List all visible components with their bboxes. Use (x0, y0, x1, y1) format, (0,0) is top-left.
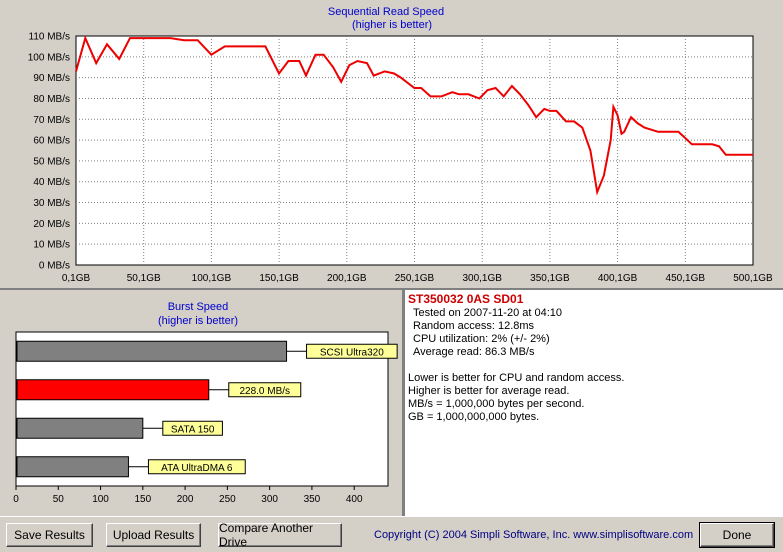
bar-label: ATA UltraDMA 6 (161, 463, 233, 474)
burst-chart-subtitle: (higher is better) (158, 315, 238, 327)
tested-date: Tested on 2007-11-20 at 04:10 (413, 307, 563, 319)
burst-x-tick-label: 400 (346, 494, 363, 505)
y-tick-label: 70 MB/s (33, 115, 70, 126)
bar-label-box (162, 420, 223, 436)
cpu-utilization: CPU utilization: 2% (+/- 2%) (413, 333, 550, 345)
burst-chart-title: Burst Speed (168, 301, 229, 313)
y-tick-label: 40 MB/s (33, 177, 70, 188)
burst-speed-chart: Burst Speed (higher is better) SCSI Ultr… (13, 301, 398, 505)
compare-another-drive-button[interactable]: Compare Another Drive (218, 521, 342, 549)
x-tick-label: 250,1GB (395, 273, 435, 284)
y-tick-label: 90 MB/s (33, 73, 70, 84)
bar-label: 228.0 MB/s (239, 386, 290, 397)
seq-series (75, 35, 753, 196)
seq-chart-title: Sequential Read Speed (328, 6, 444, 18)
burst-x-axis: 0 50 100 150 200 250 300 350 400 (13, 486, 363, 505)
burst-bar (16, 379, 210, 401)
seq-grid (76, 36, 753, 265)
seq-y-axis: 0 MB/s 10 MB/s 20 MB/s 30 MB/s 40 MB/s 50 MB/… (28, 32, 70, 272)
y-tick-label: 20 MB/s (33, 219, 70, 230)
average-read: Average read: 86.3 MB/s (413, 346, 535, 358)
note-line: GB = 1,000,000,000 bytes. (408, 411, 540, 423)
x-tick-label: 100,1GB (192, 273, 232, 284)
upload-results-button[interactable]: Upload Results (106, 523, 201, 547)
random-access: Random access: 12.8ms (413, 320, 535, 332)
seq-x-axis: 0,1GB 50,1GB 100,1GB 150,1GB 200,1GB 250,1GB 3… (62, 273, 773, 284)
info-panel: ST350032 0AS SD01 Tested on 2007-11-20 a… (404, 290, 783, 516)
burst-x-tick-label: 300 (261, 494, 278, 505)
seq-read-line (75, 35, 753, 196)
bar-label: SATA 150 (171, 424, 215, 435)
copyright-text: Copyright (C) 2004 Simpli Software, Inc.… (374, 529, 694, 541)
burst-x-tick-label: 200 (177, 494, 194, 505)
x-tick-label: 50,1GB (127, 273, 161, 284)
sequential-read-panel: Sequential Read Speed (higher is better)… (0, 6, 783, 290)
note-line: MB/s = 1,000,000 bytes per second. (408, 398, 585, 410)
y-tick-label: 110 MB/s (29, 32, 71, 43)
sequential-read-chart: Sequential Read Speed (higher is better)… (28, 6, 773, 284)
burst-x-tick-label: 100 (92, 494, 109, 505)
seq-chart-subtitle: (higher is better) (352, 19, 432, 31)
burst-speed-panel: Burst Speed (higher is better) SCSI Ultr… (0, 290, 404, 516)
bar-label: SCSI Ultra320 (320, 347, 384, 358)
x-tick-label: 150,1GB (259, 273, 299, 284)
x-tick-label: 0,1GB (62, 273, 91, 284)
burst-bar (16, 417, 144, 439)
x-tick-label: 300,1GB (462, 273, 502, 284)
bar-label-box (228, 382, 302, 398)
drive-name: ST350032 0AS SD01 (408, 292, 524, 306)
y-tick-label: 30 MB/s (33, 198, 70, 209)
burst-x-tick-label: 350 (304, 494, 321, 505)
bar-label-box (306, 343, 398, 359)
burst-x-tick-label: 50 (53, 494, 65, 505)
burst-x-tick-label: 150 (134, 494, 151, 505)
y-tick-label: 60 MB/s (33, 136, 70, 147)
button-bar: Save Results Upload Results Compare Anot… (0, 516, 783, 552)
burst-x-tick-label: 0 (13, 494, 19, 505)
y-tick-label: 100 MB/s (28, 52, 70, 63)
bar-label-box (147, 459, 246, 475)
burst-bar (16, 340, 288, 362)
x-tick-label: 500,1GB (733, 273, 773, 284)
y-tick-label: 10 MB/s (33, 240, 70, 251)
burst-bars: SCSI Ultra320 228.0 MB/s SATA 150 ATA Ultra… (16, 340, 398, 478)
x-tick-label: 400,1GB (598, 273, 638, 284)
burst-x-tick-label: 250 (219, 494, 236, 505)
burst-bar (16, 456, 129, 478)
y-tick-label: 50 MB/s (33, 156, 70, 167)
x-tick-label: 200,1GB (327, 273, 367, 284)
note-line: Higher is better for average read. (408, 385, 570, 397)
y-tick-label: 80 MB/s (33, 94, 70, 105)
done-button[interactable]: Done (699, 522, 775, 548)
note-line: Lower is better for CPU and random acces… (408, 372, 625, 384)
y-tick-label: 0 MB/s (39, 261, 70, 272)
x-tick-label: 450,1GB (666, 273, 706, 284)
save-results-button[interactable]: Save Results (6, 523, 93, 547)
x-tick-label: 350,1GB (530, 273, 570, 284)
